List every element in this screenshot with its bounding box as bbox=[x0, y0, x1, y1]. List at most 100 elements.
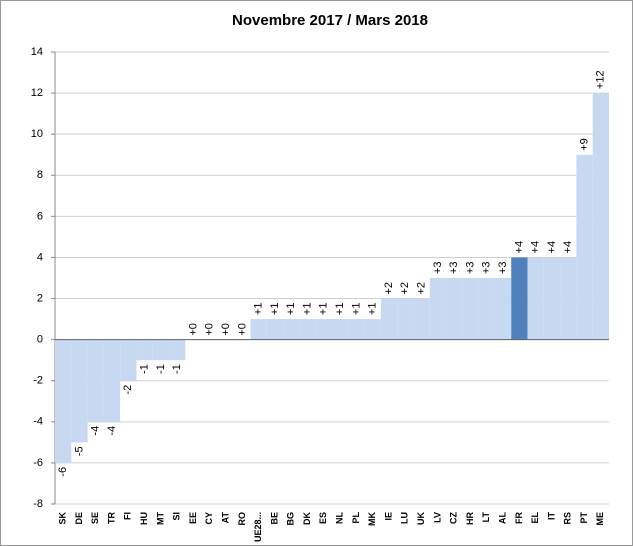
value-label: -4 bbox=[90, 426, 102, 436]
value-label: -1 bbox=[155, 364, 167, 374]
bar bbox=[592, 93, 609, 340]
value-label: +2 bbox=[383, 282, 395, 295]
y-tick-label: 6 bbox=[37, 210, 43, 222]
y-tick-label: -8 bbox=[33, 498, 43, 510]
value-label: -2 bbox=[122, 385, 134, 395]
x-tick-label: HR bbox=[465, 512, 475, 525]
value-label: +3 bbox=[448, 261, 460, 274]
bar bbox=[511, 257, 528, 340]
x-tick-label: MT bbox=[155, 512, 165, 525]
bar bbox=[103, 339, 121, 422]
value-label: +3 bbox=[464, 261, 476, 274]
value-label: +1 bbox=[301, 303, 313, 316]
x-tick-label: FI bbox=[123, 512, 133, 520]
value-label: +9 bbox=[578, 138, 590, 151]
value-label: +4 bbox=[546, 241, 558, 254]
bar bbox=[478, 278, 495, 340]
x-tick-label: FR bbox=[514, 512, 524, 524]
y-tick-label: 14 bbox=[31, 46, 43, 58]
x-tick-label: AT bbox=[220, 512, 230, 524]
value-label: +2 bbox=[416, 282, 428, 295]
value-label: +4 bbox=[562, 241, 574, 254]
y-tick-label: 10 bbox=[31, 128, 43, 140]
bar bbox=[462, 278, 479, 340]
bar bbox=[250, 319, 267, 340]
bar bbox=[397, 298, 414, 340]
x-tick-label: DK bbox=[302, 512, 312, 525]
bar bbox=[446, 278, 463, 340]
x-tick-label: IT bbox=[546, 511, 556, 520]
bar bbox=[120, 339, 137, 381]
bar bbox=[152, 339, 170, 361]
bar bbox=[380, 298, 398, 340]
x-tick-label: EE bbox=[188, 512, 198, 524]
value-label: +3 bbox=[432, 261, 444, 274]
x-tick-label: HU bbox=[139, 512, 149, 525]
x-tick-label: LU bbox=[400, 512, 410, 524]
y-tick-label: 12 bbox=[31, 87, 43, 99]
value-label: +1 bbox=[350, 303, 362, 316]
bar bbox=[429, 278, 447, 340]
x-tick-label: EL bbox=[530, 512, 540, 524]
chart-title: Novembre 2017 / Mars 2018 bbox=[232, 12, 428, 29]
x-tick-label: SE bbox=[90, 512, 100, 524]
value-label: -1 bbox=[139, 364, 151, 374]
x-tick-label: TR bbox=[106, 512, 116, 524]
x-tick-label: UK bbox=[416, 512, 426, 525]
x-tick-label: ME bbox=[595, 512, 605, 526]
bar bbox=[55, 339, 72, 463]
y-tick-label: 2 bbox=[37, 292, 43, 304]
y-tick-label: -6 bbox=[33, 457, 43, 469]
x-tick-label: RO bbox=[237, 512, 247, 526]
value-label: +3 bbox=[497, 261, 509, 274]
x-tick-label: PT bbox=[579, 512, 589, 524]
y-tick-label: 4 bbox=[37, 251, 43, 263]
x-tick-label: SK bbox=[58, 512, 68, 525]
value-label: +1 bbox=[269, 303, 281, 316]
y-tick-label: -2 bbox=[33, 375, 43, 387]
bar bbox=[364, 319, 381, 340]
value-label: +1 bbox=[318, 303, 330, 316]
value-label: -6 bbox=[57, 467, 69, 477]
x-tick-label: ES bbox=[318, 512, 328, 524]
x-tick-label: SI bbox=[172, 512, 182, 521]
x-tick-label: BE bbox=[269, 512, 279, 525]
value-label: +0 bbox=[204, 323, 216, 336]
y-tick-label: 8 bbox=[37, 169, 43, 181]
x-tick-label: PL bbox=[351, 512, 361, 524]
x-tick-label: UE28... bbox=[253, 512, 263, 542]
value-label: -1 bbox=[171, 364, 183, 374]
x-tick-label: NL bbox=[335, 512, 345, 524]
value-label: +12 bbox=[595, 70, 607, 89]
bar bbox=[299, 319, 316, 340]
x-tick-label: MK bbox=[367, 512, 377, 526]
x-tick-label: DE bbox=[74, 512, 84, 525]
value-label: +0 bbox=[220, 323, 232, 336]
value-label: +0 bbox=[236, 323, 248, 336]
value-label: -4 bbox=[106, 426, 118, 436]
y-tick-label: 0 bbox=[37, 334, 43, 346]
bar bbox=[560, 257, 577, 340]
y-tick-label: -4 bbox=[33, 416, 43, 428]
x-tick-label: LV bbox=[432, 512, 442, 523]
value-label: +4 bbox=[513, 241, 525, 254]
bar bbox=[348, 319, 365, 340]
value-label: +0 bbox=[187, 323, 199, 336]
x-tick-label: CZ bbox=[449, 512, 459, 524]
x-tick-label: RS bbox=[563, 512, 573, 525]
bar bbox=[494, 278, 512, 340]
bar bbox=[543, 257, 561, 340]
bar bbox=[315, 319, 332, 340]
value-label: -5 bbox=[73, 446, 85, 456]
value-label: +1 bbox=[367, 303, 379, 316]
bar bbox=[332, 319, 349, 340]
value-label: +1 bbox=[334, 303, 346, 316]
x-tick-label: AL bbox=[497, 512, 507, 524]
x-tick-label: CY bbox=[204, 512, 214, 525]
x-tick-label: BG bbox=[286, 512, 296, 526]
value-label: +4 bbox=[530, 241, 542, 254]
value-label: +2 bbox=[399, 282, 411, 295]
value-label: +3 bbox=[481, 261, 493, 274]
bar bbox=[169, 339, 186, 361]
